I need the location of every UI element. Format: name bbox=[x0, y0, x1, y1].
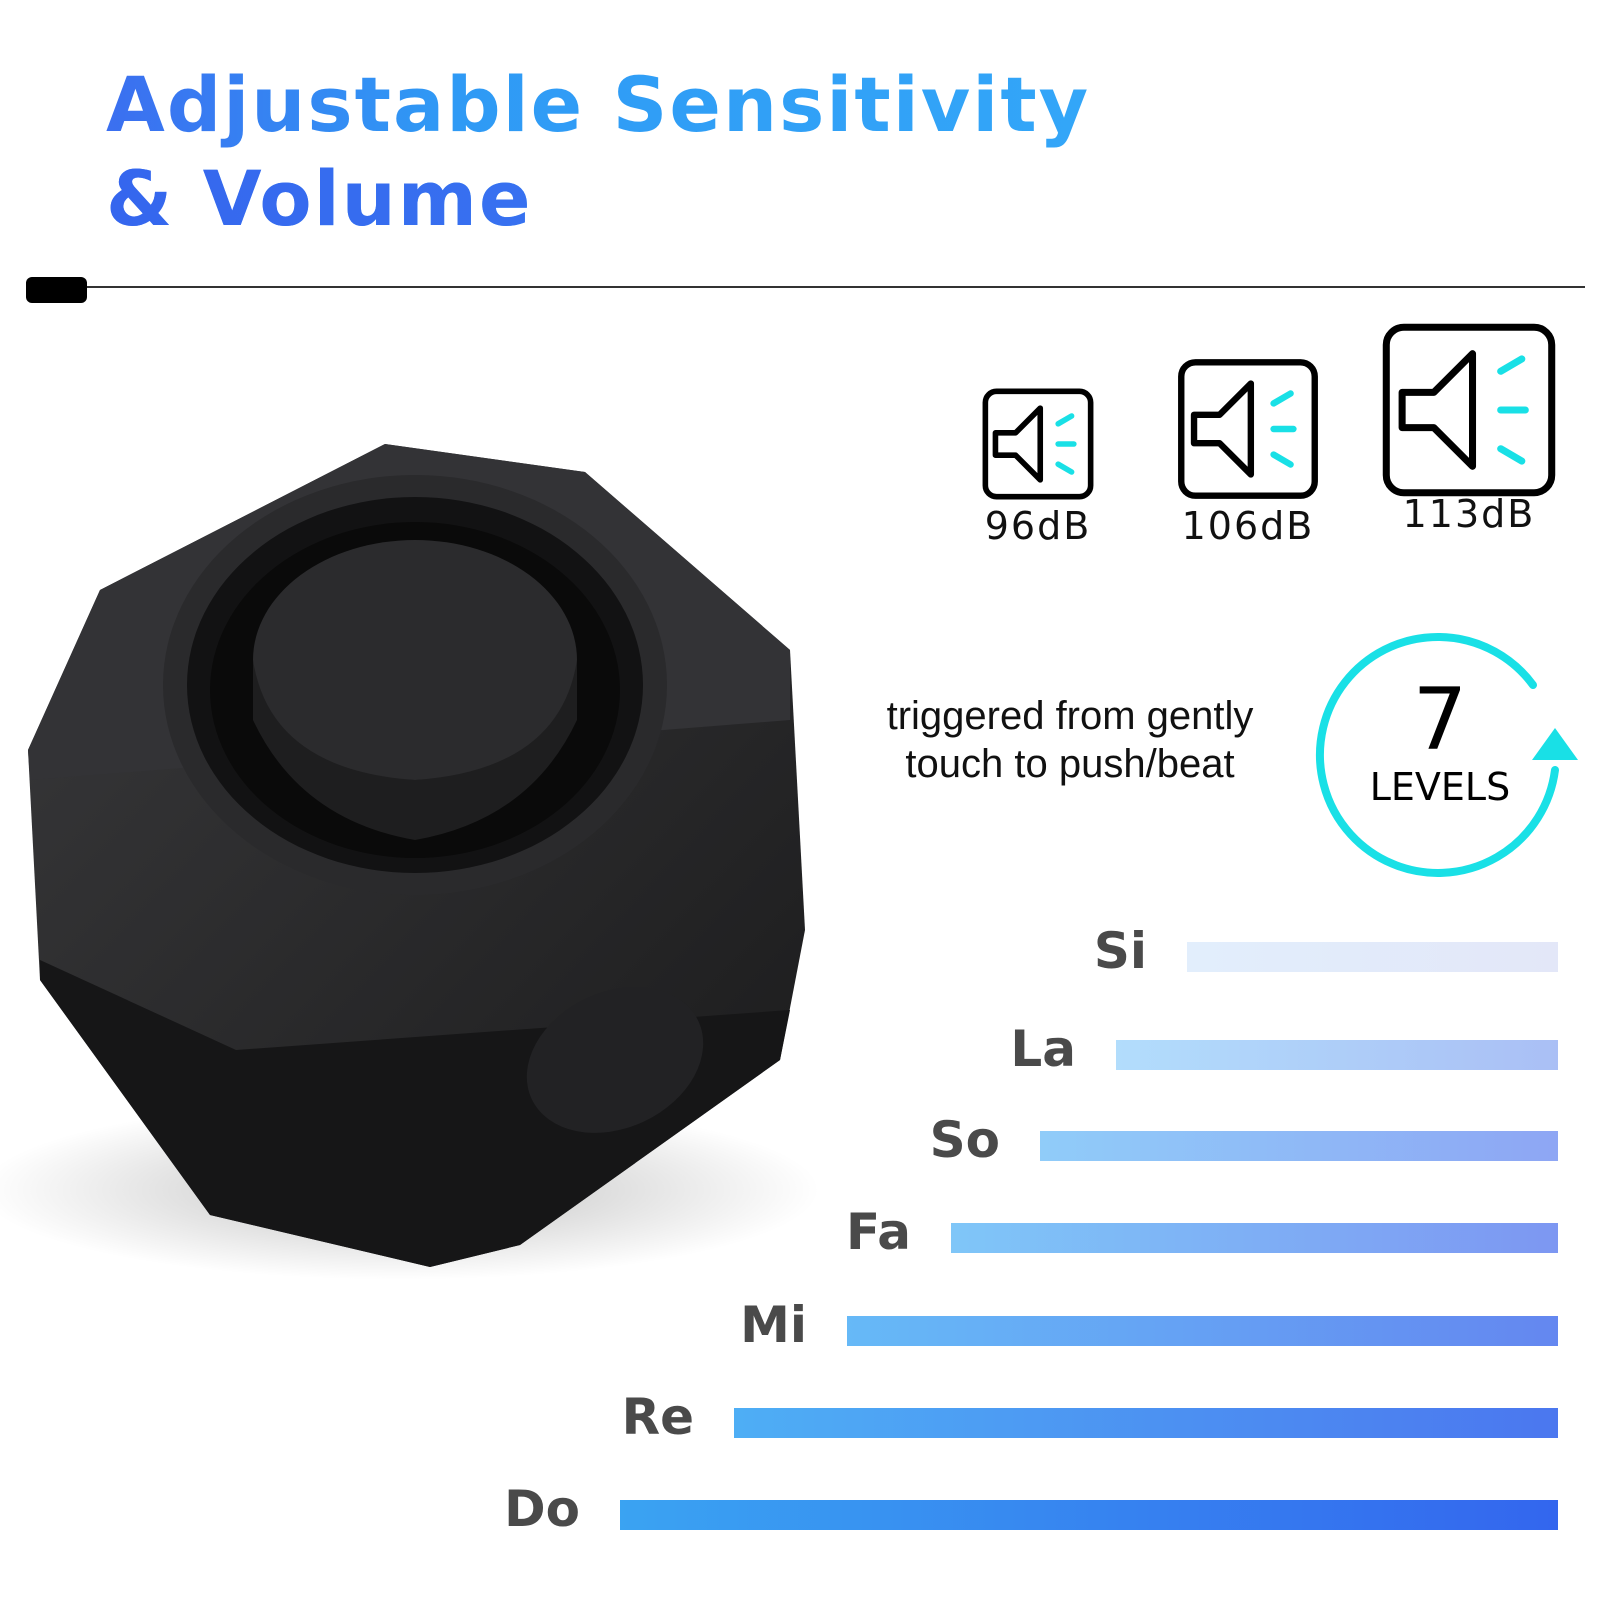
volume-label: 113dB bbox=[1402, 492, 1536, 536]
circular-arrow-icon bbox=[1315, 632, 1578, 877]
tone-label: Re bbox=[621, 1388, 694, 1446]
volume-level-113db: 113dB bbox=[1381, 322, 1557, 536]
tone-bar bbox=[847, 1316, 1558, 1346]
tone-row-fa: Fa bbox=[0, 1203, 1600, 1261]
tone-label: Do bbox=[504, 1480, 580, 1538]
tone-row-mi: Mi bbox=[0, 1296, 1600, 1354]
alarm-device-image bbox=[0, 444, 820, 1280]
levels-label: LEVELS bbox=[1369, 765, 1511, 809]
volume-label: 96dB bbox=[984, 504, 1092, 548]
tone-row-re: Re bbox=[0, 1388, 1600, 1446]
tone-label: La bbox=[1010, 1020, 1076, 1078]
divider-marker bbox=[26, 277, 87, 303]
headline-line-2: & Volume bbox=[106, 152, 1090, 246]
tone-label: Mi bbox=[740, 1296, 807, 1354]
sensitivity-line-2: touch to push/beat bbox=[905, 742, 1235, 786]
levels-number: 7 bbox=[1412, 670, 1468, 770]
tone-bar bbox=[1116, 1040, 1558, 1070]
tone-label: So bbox=[929, 1111, 1000, 1169]
sensitivity-line-1: triggered from gently bbox=[886, 694, 1254, 738]
tone-label: Si bbox=[1093, 922, 1147, 980]
volume-label: 106dB bbox=[1181, 504, 1315, 548]
speaker-volume-icon bbox=[982, 388, 1094, 500]
headline-line-1: Adjustable Sensitivity bbox=[106, 60, 1091, 149]
tone-row-si: Si bbox=[0, 922, 1600, 980]
headline: Adjustable Sensitivity & Volume bbox=[106, 58, 1090, 246]
volume-level-96db: 96dB bbox=[982, 388, 1094, 548]
tone-bar bbox=[620, 1500, 1558, 1530]
volume-level-106db: 106dB bbox=[1177, 358, 1319, 548]
tone-row-la: La bbox=[0, 1020, 1600, 1078]
divider-line bbox=[87, 286, 1585, 288]
speaker-volume-icon bbox=[1178, 359, 1318, 499]
tone-row-so: So bbox=[0, 1111, 1600, 1169]
tone-bar bbox=[951, 1223, 1558, 1253]
speaker-volume-icon bbox=[1382, 323, 1556, 497]
tone-row-do: Do bbox=[0, 1480, 1600, 1538]
tone-bar bbox=[1187, 942, 1558, 972]
tone-label: Fa bbox=[846, 1203, 911, 1261]
sensitivity-description: triggered from gently touch to push/beat bbox=[860, 692, 1280, 788]
levels-badge: 7 LEVELS bbox=[1310, 610, 1590, 880]
tone-bar bbox=[734, 1408, 1558, 1438]
tone-bar bbox=[1040, 1131, 1558, 1161]
